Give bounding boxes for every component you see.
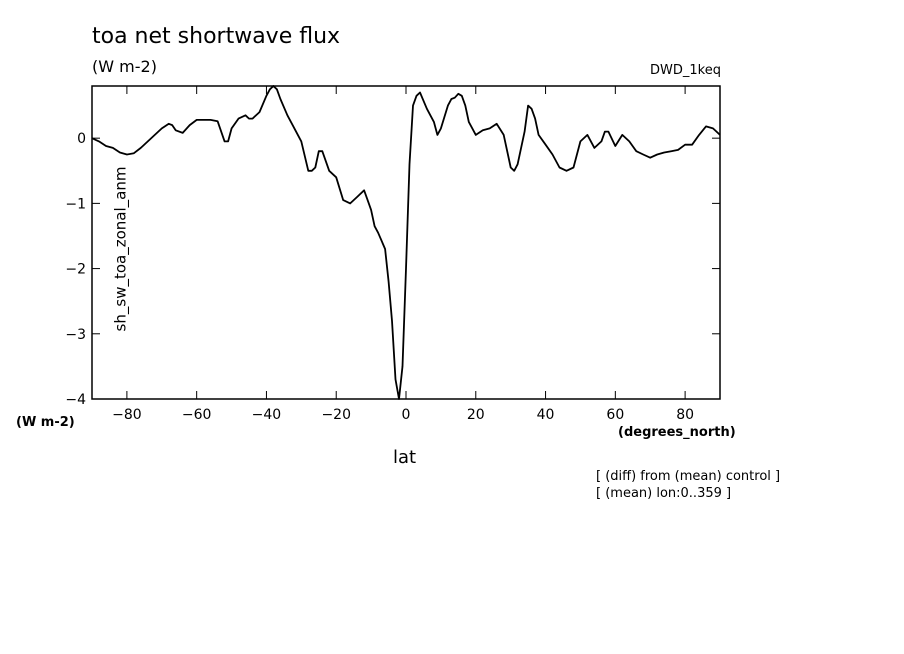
x-tick-label: 80 (676, 407, 694, 423)
x-tick-label: −40 (252, 407, 282, 423)
y-tick-label: −3 (65, 327, 86, 343)
data-series-line (91, 85, 721, 400)
mean-note: [ (mean) lon:0..359 ] (596, 486, 732, 501)
y-tick-label: 0 (77, 131, 86, 147)
x-tick-label: −80 (112, 407, 142, 423)
x-tick-label: −60 (182, 407, 212, 423)
x-axis-units: (degrees_north) (618, 425, 736, 440)
run-label: DWD_1keq (650, 63, 721, 78)
x-tick-label: 0 (402, 407, 411, 423)
diff-note: [ (diff) from (mean) control ] (596, 469, 781, 484)
y-tick-label: −4 (65, 392, 86, 408)
chart-units: (W m-2) (92, 57, 157, 76)
y-tick-label: −2 (65, 262, 86, 278)
x-tick-label: 60 (606, 407, 624, 423)
x-tick-label: 40 (537, 407, 555, 423)
chart-title: toa net shortwave flux (92, 24, 341, 49)
x-axis-label: lat (393, 447, 417, 468)
y-axis-units: (W m-2) (16, 415, 75, 430)
x-tick-label: 20 (467, 407, 485, 423)
x-tick-label: −20 (321, 407, 351, 423)
y-tick-label: −1 (65, 196, 86, 212)
